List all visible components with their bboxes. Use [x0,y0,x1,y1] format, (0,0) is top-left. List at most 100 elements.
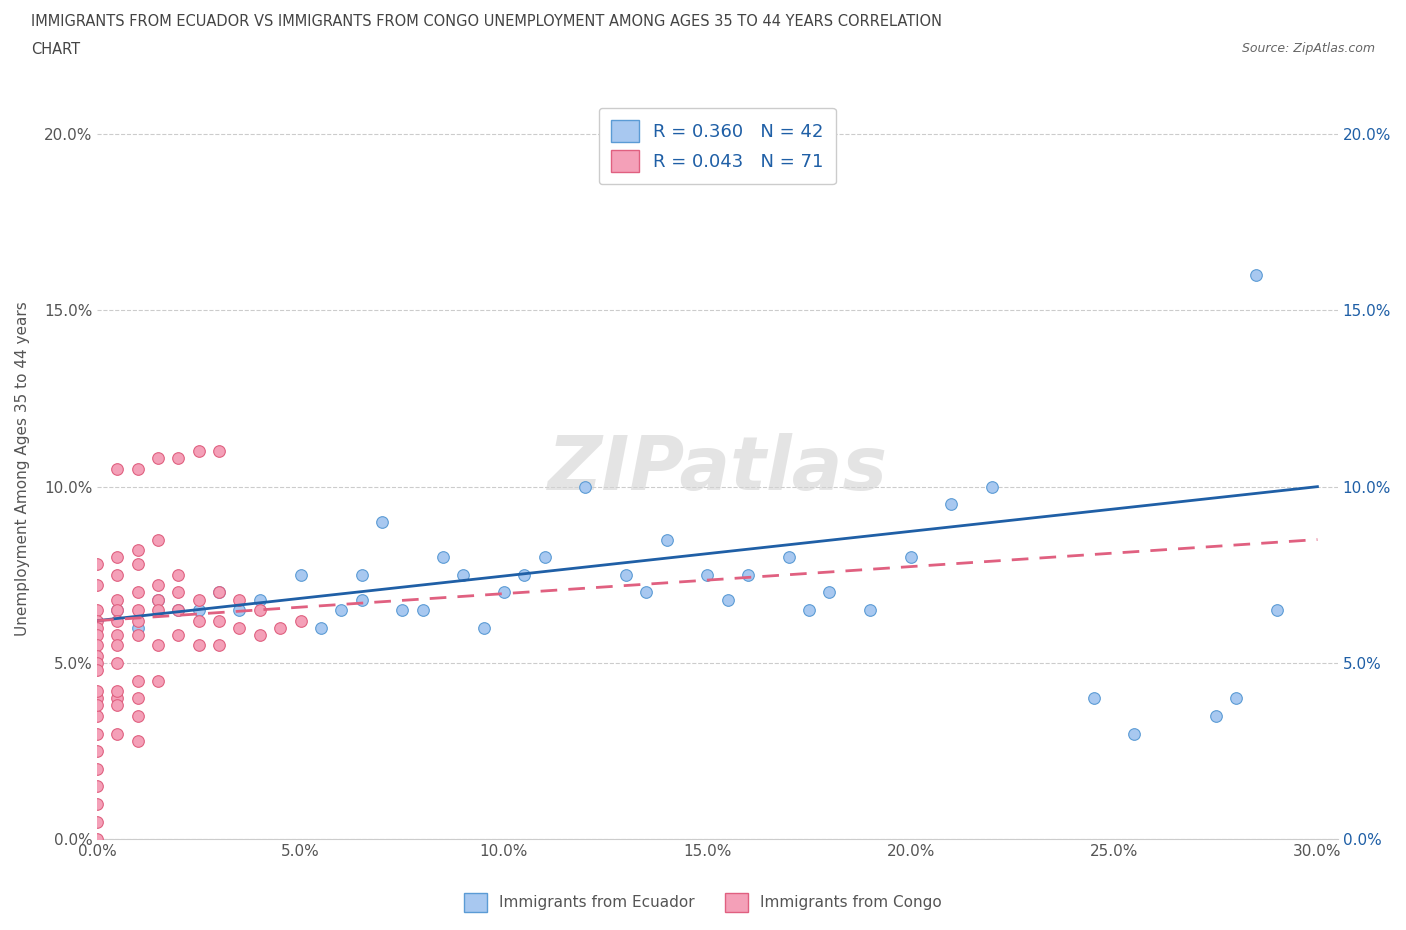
Point [107,550,129,565]
Point [107,567,129,582]
Point [146,532,169,547]
Point [86,620,108,635]
Point [107,726,129,741]
Point [981,479,1004,494]
Point [941,497,963,512]
Point [167,451,190,466]
Point [86,762,108,777]
Text: Source: ZipAtlas.com: Source: ZipAtlas.com [1241,42,1375,55]
Text: CHART: CHART [31,42,80,57]
Point [391,603,413,618]
Point [167,603,190,618]
Point [86,797,108,812]
Point [107,628,129,643]
Point [86,698,108,712]
Point [127,620,149,635]
Point [655,532,678,547]
Y-axis label: Unemployment Among Ages 35 to 44 years: Unemployment Among Ages 35 to 44 years [15,301,30,636]
Point [86,779,108,794]
Point [1225,691,1247,706]
Point [1083,691,1105,706]
Point [574,479,596,494]
Point [187,592,209,607]
Point [107,613,129,628]
Point [107,684,129,698]
Point [1265,603,1288,618]
Point [371,514,394,529]
Point [127,543,149,558]
Text: ZIPatlas: ZIPatlas [547,432,887,506]
Point [696,567,718,582]
Point [86,832,108,847]
Point [228,603,250,618]
Point [614,567,637,582]
Point [86,709,108,724]
Point [86,726,108,741]
Point [187,613,209,628]
Point [1246,268,1268,283]
Point [107,461,129,476]
Point [127,461,149,476]
Point [492,585,515,600]
Point [167,628,190,643]
Point [208,585,231,600]
Point [86,628,108,643]
Point [86,662,108,677]
Point [717,592,740,607]
Point [127,585,149,600]
Point [127,603,149,618]
Point [737,567,759,582]
Point [86,557,108,572]
Point [533,550,555,565]
Point [107,698,129,712]
Point [187,444,209,458]
Point [412,603,434,618]
Point [107,638,129,653]
Point [167,585,190,600]
Point [249,592,271,607]
Point [127,613,149,628]
Point [86,744,108,759]
Point [146,638,169,653]
Legend: Immigrants from Ecuador, Immigrants from Congo: Immigrants from Ecuador, Immigrants from… [458,887,948,918]
Point [309,620,332,635]
Legend: R = 0.360   N = 42, R = 0.043   N = 71: R = 0.360 N = 42, R = 0.043 N = 71 [599,108,837,184]
Point [228,620,250,635]
Point [86,613,108,628]
Point [636,585,658,600]
Point [146,592,169,607]
Point [146,603,169,618]
Point [513,567,536,582]
Point [86,656,108,671]
Point [107,656,129,671]
Point [187,603,209,618]
Point [146,673,169,688]
Point [249,628,271,643]
Point [86,638,108,653]
Point [107,592,129,607]
Point [859,603,882,618]
Point [900,550,922,565]
Point [451,567,474,582]
Point [1205,709,1227,724]
Point [86,578,108,592]
Point [146,592,169,607]
Point [208,613,231,628]
Point [127,628,149,643]
Point [228,592,250,607]
Point [818,585,841,600]
Point [269,620,291,635]
Point [86,691,108,706]
Point [350,592,373,607]
Point [146,451,169,466]
Point [127,691,149,706]
Point [472,620,495,635]
Point [432,550,454,565]
Point [127,557,149,572]
Point [208,585,231,600]
Point [290,613,312,628]
Point [86,603,108,618]
Point [290,567,312,582]
Point [1123,726,1146,741]
Point [167,603,190,618]
